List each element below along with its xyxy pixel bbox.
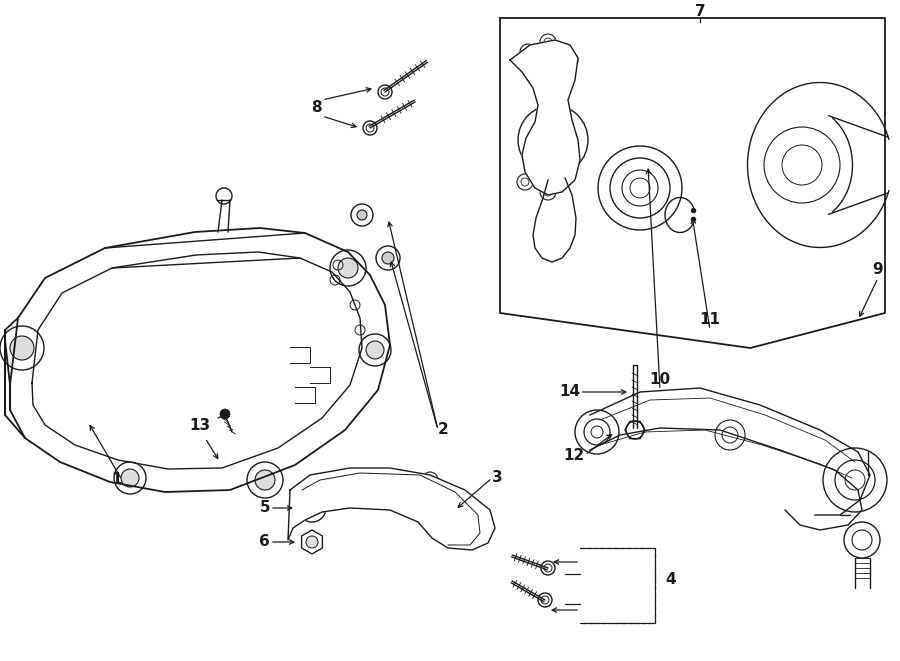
Circle shape bbox=[305, 501, 319, 515]
Text: 14: 14 bbox=[559, 385, 580, 399]
Circle shape bbox=[338, 258, 358, 278]
Text: 7: 7 bbox=[695, 5, 706, 20]
Circle shape bbox=[517, 174, 533, 190]
Circle shape bbox=[366, 341, 384, 359]
Circle shape bbox=[220, 409, 230, 419]
Circle shape bbox=[216, 188, 232, 204]
Circle shape bbox=[518, 105, 588, 175]
Circle shape bbox=[447, 530, 463, 546]
Circle shape bbox=[10, 336, 34, 360]
Circle shape bbox=[691, 217, 696, 221]
Text: 8: 8 bbox=[311, 100, 322, 116]
Circle shape bbox=[382, 484, 398, 500]
Circle shape bbox=[114, 462, 146, 494]
Circle shape bbox=[460, 502, 476, 518]
Circle shape bbox=[691, 209, 696, 213]
Text: 1: 1 bbox=[112, 473, 122, 488]
Text: 5: 5 bbox=[259, 500, 270, 516]
Polygon shape bbox=[510, 40, 580, 195]
Circle shape bbox=[298, 494, 326, 522]
Circle shape bbox=[543, 130, 563, 150]
Circle shape bbox=[0, 326, 44, 370]
Polygon shape bbox=[302, 530, 322, 554]
Circle shape bbox=[247, 462, 283, 498]
Circle shape bbox=[382, 252, 394, 264]
Polygon shape bbox=[288, 468, 495, 550]
Circle shape bbox=[764, 127, 840, 203]
Circle shape bbox=[306, 536, 318, 548]
Text: 10: 10 bbox=[650, 373, 670, 387]
Circle shape bbox=[575, 410, 619, 454]
Text: 3: 3 bbox=[492, 471, 502, 485]
Circle shape bbox=[307, 487, 323, 503]
Circle shape bbox=[330, 250, 366, 286]
Circle shape bbox=[520, 44, 536, 60]
Circle shape bbox=[844, 522, 880, 558]
Circle shape bbox=[715, 420, 745, 450]
Text: 13: 13 bbox=[189, 418, 211, 432]
Text: 11: 11 bbox=[699, 313, 721, 327]
Circle shape bbox=[598, 146, 682, 230]
Circle shape bbox=[255, 470, 275, 490]
Text: 6: 6 bbox=[259, 535, 270, 549]
Circle shape bbox=[562, 52, 578, 68]
Circle shape bbox=[363, 121, 377, 135]
Text: 4: 4 bbox=[665, 572, 676, 588]
Circle shape bbox=[823, 448, 887, 512]
Circle shape bbox=[541, 561, 555, 575]
Circle shape bbox=[422, 472, 438, 488]
Circle shape bbox=[357, 210, 367, 220]
Circle shape bbox=[378, 85, 392, 99]
Circle shape bbox=[626, 421, 644, 439]
Text: 2: 2 bbox=[438, 422, 449, 438]
Circle shape bbox=[121, 469, 139, 487]
Circle shape bbox=[376, 246, 400, 270]
Circle shape bbox=[359, 334, 391, 366]
Text: 9: 9 bbox=[873, 262, 883, 278]
Circle shape bbox=[845, 470, 865, 490]
Circle shape bbox=[540, 34, 556, 50]
Circle shape bbox=[347, 470, 363, 486]
Circle shape bbox=[351, 204, 373, 226]
Text: 12: 12 bbox=[563, 447, 585, 463]
Circle shape bbox=[540, 184, 556, 200]
Circle shape bbox=[538, 593, 552, 607]
Circle shape bbox=[622, 170, 658, 206]
